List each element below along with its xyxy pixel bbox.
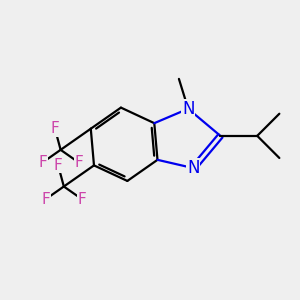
Text: N: N bbox=[182, 100, 194, 118]
Text: F: F bbox=[41, 192, 50, 207]
Text: F: F bbox=[38, 155, 47, 170]
Text: F: F bbox=[54, 158, 62, 173]
Text: F: F bbox=[74, 155, 83, 170]
Text: F: F bbox=[78, 192, 86, 207]
Text: N: N bbox=[187, 159, 200, 177]
Text: F: F bbox=[50, 121, 59, 136]
